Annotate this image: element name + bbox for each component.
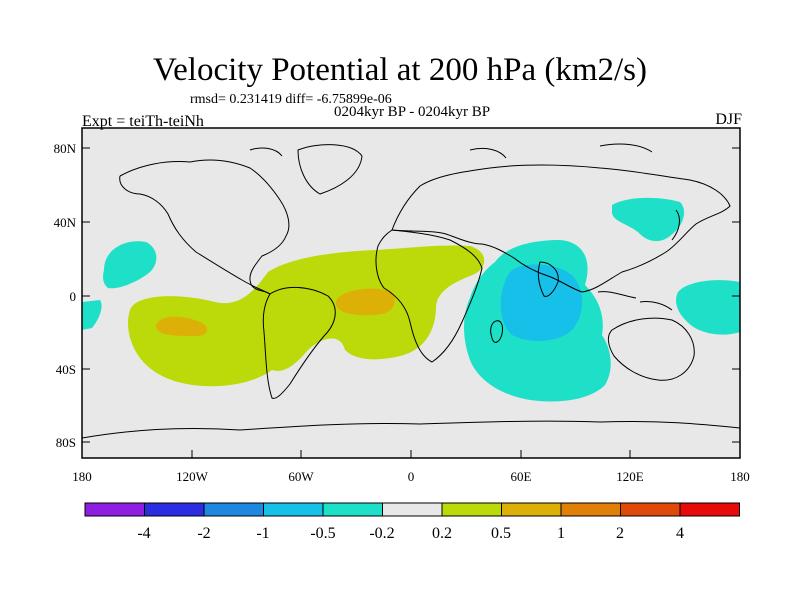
negative-anomaly-east-pacific: [103, 241, 157, 289]
colorbar-swatch: [501, 502, 562, 517]
y-tick-label: 0: [70, 289, 77, 304]
rmsd-diff-stats: rmsd= 0.231419 diff= -6.75899e-06: [190, 92, 392, 107]
colorbar-swatch: [203, 502, 264, 517]
positive-anomaly-core-pacific: [155, 316, 208, 336]
period-subtitle: 0204kyr BP - 0204kyr BP: [333, 104, 491, 120]
colorbar-label: 1: [557, 525, 565, 542]
x-tick-label: 60E: [511, 469, 532, 484]
negative-anomaly-west-pacific: [675, 280, 740, 335]
negative-anomaly-dateline: [82, 300, 102, 330]
season-label: DJF: [715, 111, 742, 128]
y-tick-label: 80S: [56, 435, 76, 450]
colorbar-label: -2: [197, 525, 210, 542]
colorbar-swatch: [679, 502, 740, 517]
colorbar-label: -0.2: [369, 525, 394, 542]
colorbar-label: -1: [256, 525, 269, 542]
colorbar-swatch: [382, 502, 443, 517]
colorbar-label: 2: [616, 525, 624, 542]
positive-anomaly-region: [128, 245, 485, 387]
positive-anomaly-core-atlantic: [335, 288, 395, 316]
x-axis-ticks: [81, 450, 741, 458]
colorbar-label: 0.5: [491, 525, 511, 542]
chart-title: Velocity Potential at 200 hPa (km2/s): [152, 52, 648, 88]
colorbar-swatch: [322, 502, 383, 517]
y-tick-label: 40S: [56, 362, 76, 377]
negative-anomaly-core: [500, 264, 583, 342]
colorbar-swatch: [144, 502, 205, 517]
y-tick-label: 40N: [54, 215, 77, 230]
colorbar-swatch: [84, 502, 145, 517]
x-tick-label: 180: [730, 469, 750, 484]
colorbar-swatch: [560, 502, 621, 517]
colorbar-label: 4: [676, 525, 684, 542]
colorbar-swatch: [263, 502, 324, 517]
x-tick-label: 0: [408, 469, 415, 484]
y-tick-label: 80N: [54, 141, 77, 156]
colorbar: [84, 502, 740, 517]
colorbar-swatch: [620, 502, 681, 517]
coastlines: [82, 143, 740, 439]
negative-anomaly-north-pacific: [612, 197, 685, 242]
x-tick-label: 180: [72, 469, 92, 484]
x-tick-label: 120E: [616, 469, 644, 484]
colorbar-label: 0.2: [432, 525, 452, 542]
x-tick-label: 120W: [176, 469, 209, 484]
x-tick-label: 60W: [288, 469, 314, 484]
colorbar-label: -4: [137, 525, 150, 542]
experiment-label: Expt = teiTh-teiNh: [82, 113, 204, 130]
y-axis-ticks: [82, 147, 740, 443]
colorbar-swatch: [441, 502, 502, 517]
colorbar-label: -0.5: [310, 525, 335, 542]
